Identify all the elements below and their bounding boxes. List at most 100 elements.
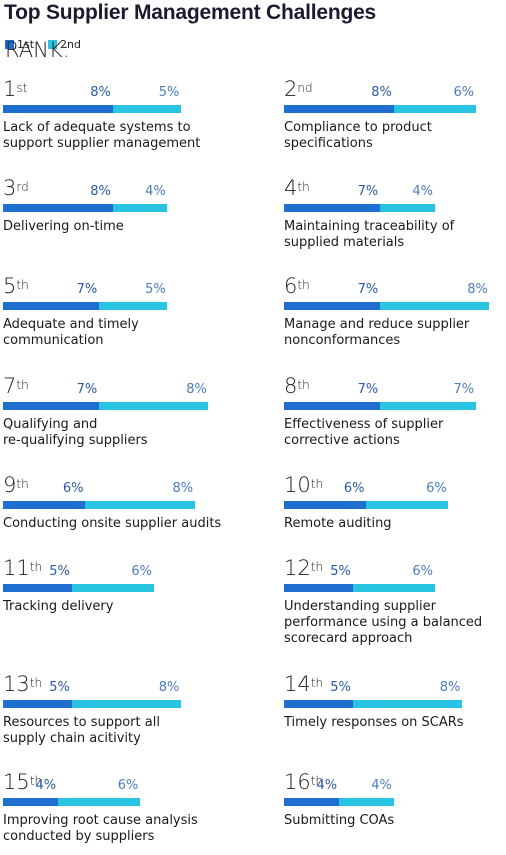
rank-number: 5 xyxy=(3,274,17,298)
rank-suffix: th xyxy=(310,477,324,491)
value-label-second: 8% xyxy=(186,382,207,397)
rank-suffix: th xyxy=(310,676,324,690)
bar-second xyxy=(98,402,209,410)
category-label: Effectiveness of supplier corrective acti… xyxy=(284,417,443,449)
category-label: Adequate and timely communication xyxy=(3,317,139,349)
category-label-line: Maintaining traceability of xyxy=(284,219,455,234)
bar-second xyxy=(352,700,463,708)
rank-number: 14 xyxy=(284,672,311,696)
bar-second xyxy=(379,302,490,310)
category-label: Remote auditing xyxy=(284,516,392,532)
value-label-second: 6% xyxy=(131,564,152,579)
category-label: Lack of adequate systems to support suppl… xyxy=(3,120,200,152)
legend-first-label: 1st xyxy=(17,38,35,51)
category-label-line: corrective actions xyxy=(284,433,400,448)
value-label-second: 4% xyxy=(145,184,166,199)
bar-first xyxy=(3,501,86,509)
rank-number: 4 xyxy=(284,176,298,200)
legend-swatch-first xyxy=(5,40,14,49)
legend-second-label: 2nd xyxy=(60,38,81,51)
category-label-line: support supplier management xyxy=(3,136,201,151)
value-label-second: 6% xyxy=(117,778,139,793)
value-label-first: 7% xyxy=(357,382,379,397)
rank-number: 12 xyxy=(284,556,311,580)
rank-number: 6 xyxy=(284,274,298,298)
bar-second xyxy=(352,584,435,592)
bar-first xyxy=(3,584,72,592)
value-label-second: 6% xyxy=(426,481,447,496)
rank-suffix: th xyxy=(29,774,43,788)
value-label-first: 7% xyxy=(357,282,379,297)
rank-label: 15th xyxy=(3,770,42,794)
chart-item-rank-3: 3rd 8% 4% Delivering on-time xyxy=(3,176,243,261)
rank-number: 2 xyxy=(284,77,298,101)
category-label: Conducting onsite supplier audits xyxy=(3,516,221,532)
rank-number: 13 xyxy=(3,672,30,696)
category-label-line: Conducting onsite supplier audits xyxy=(3,516,222,531)
bar-second xyxy=(98,302,168,310)
rank-suffix: st xyxy=(16,81,28,95)
category-label-line: Resources to support all xyxy=(3,715,160,730)
bar-first xyxy=(284,105,394,113)
category-label-line: Understanding supplier xyxy=(284,599,436,614)
bar-second xyxy=(85,501,195,509)
rank-number: 1 xyxy=(3,77,17,101)
category-label-line: supplied materials xyxy=(284,235,405,250)
category-label-line: communication xyxy=(3,333,104,348)
category-label: Manage and reduce supplier nonconformance… xyxy=(284,317,469,349)
rank-label: 11th xyxy=(3,556,42,580)
bar-first xyxy=(3,700,72,708)
value-label-first: 8% xyxy=(90,184,111,199)
category-label-line: Effectiveness of supplier xyxy=(284,417,444,432)
category-label: Compliance to product specifications xyxy=(284,120,432,152)
chart-item-rank-13: 13th 5% 8% Resources to support all supply c… xyxy=(3,672,243,757)
rank-number: 10 xyxy=(284,473,311,497)
category-label: Tracking delivery xyxy=(3,599,113,615)
chart-item-rank-7: 7th 7% 8% Qualifying and re-qualifying suppl… xyxy=(3,374,243,459)
category-label: Resources to support all supply chain aci… xyxy=(3,715,160,747)
rank-suffix: th xyxy=(16,477,29,491)
category-label-line: Qualifying and xyxy=(3,417,98,432)
rank-suffix: rd xyxy=(16,180,29,194)
value-label-second: 7% xyxy=(453,382,475,397)
bar-second xyxy=(57,798,140,806)
category-label: Timely responses on SCARs xyxy=(284,715,464,731)
bar-first xyxy=(3,302,99,310)
rank-number: 3 xyxy=(3,176,17,200)
rank-label: 3rd xyxy=(3,176,29,200)
category-label: Understanding supplier performance using … xyxy=(284,599,482,647)
category-label-line: Compliance to product xyxy=(284,120,432,135)
category-label-line: re-qualifying suppliers xyxy=(3,433,148,448)
rank-suffix: th xyxy=(16,278,29,292)
category-label-line: Delivering on-time xyxy=(3,219,124,234)
rank-number: 16 xyxy=(284,770,311,794)
rank-suffix: nd xyxy=(297,81,313,95)
category-label: Submitting COAs xyxy=(284,813,394,829)
value-label-first: 8% xyxy=(90,85,111,100)
bar-first xyxy=(284,798,339,806)
rank-suffix: th xyxy=(29,676,43,690)
chart-item-rank-12: 12th 5% 6% Understanding supplier performanc… xyxy=(284,556,506,646)
rank-number: 9 xyxy=(3,473,17,497)
bar-first xyxy=(284,700,353,708)
value-label-second: 4% xyxy=(412,184,433,199)
chart-item-rank-2: 2nd 8% 6% Compliance to product specificatio… xyxy=(284,77,506,162)
value-label-first: 6% xyxy=(62,481,84,496)
value-label-first: 5% xyxy=(330,564,351,579)
rank-label: 2nd xyxy=(284,77,313,101)
bar-second xyxy=(393,105,476,113)
category-label-line: Adequate and timely xyxy=(3,317,139,332)
rank-suffix: th xyxy=(310,774,324,788)
rank-label: 7th xyxy=(3,374,29,398)
rank-label: 9th xyxy=(3,473,29,497)
value-label-first: 7% xyxy=(357,184,379,199)
category-label-line: performance using a balanced xyxy=(284,615,483,630)
bar-second xyxy=(379,204,435,212)
chart-item-rank-15: 15th 4% 6% Improving root cause analysis con… xyxy=(3,770,243,855)
bar-second xyxy=(338,798,394,806)
category-label-line: Lack of adequate systems to xyxy=(3,120,191,135)
rank-label: 4th xyxy=(284,176,310,200)
rank-label: 13th xyxy=(3,672,42,696)
chart-item-rank-5: 5th 7% 5% Adequate and timely communication xyxy=(3,274,243,359)
category-label-line: nonconformances xyxy=(284,333,401,348)
